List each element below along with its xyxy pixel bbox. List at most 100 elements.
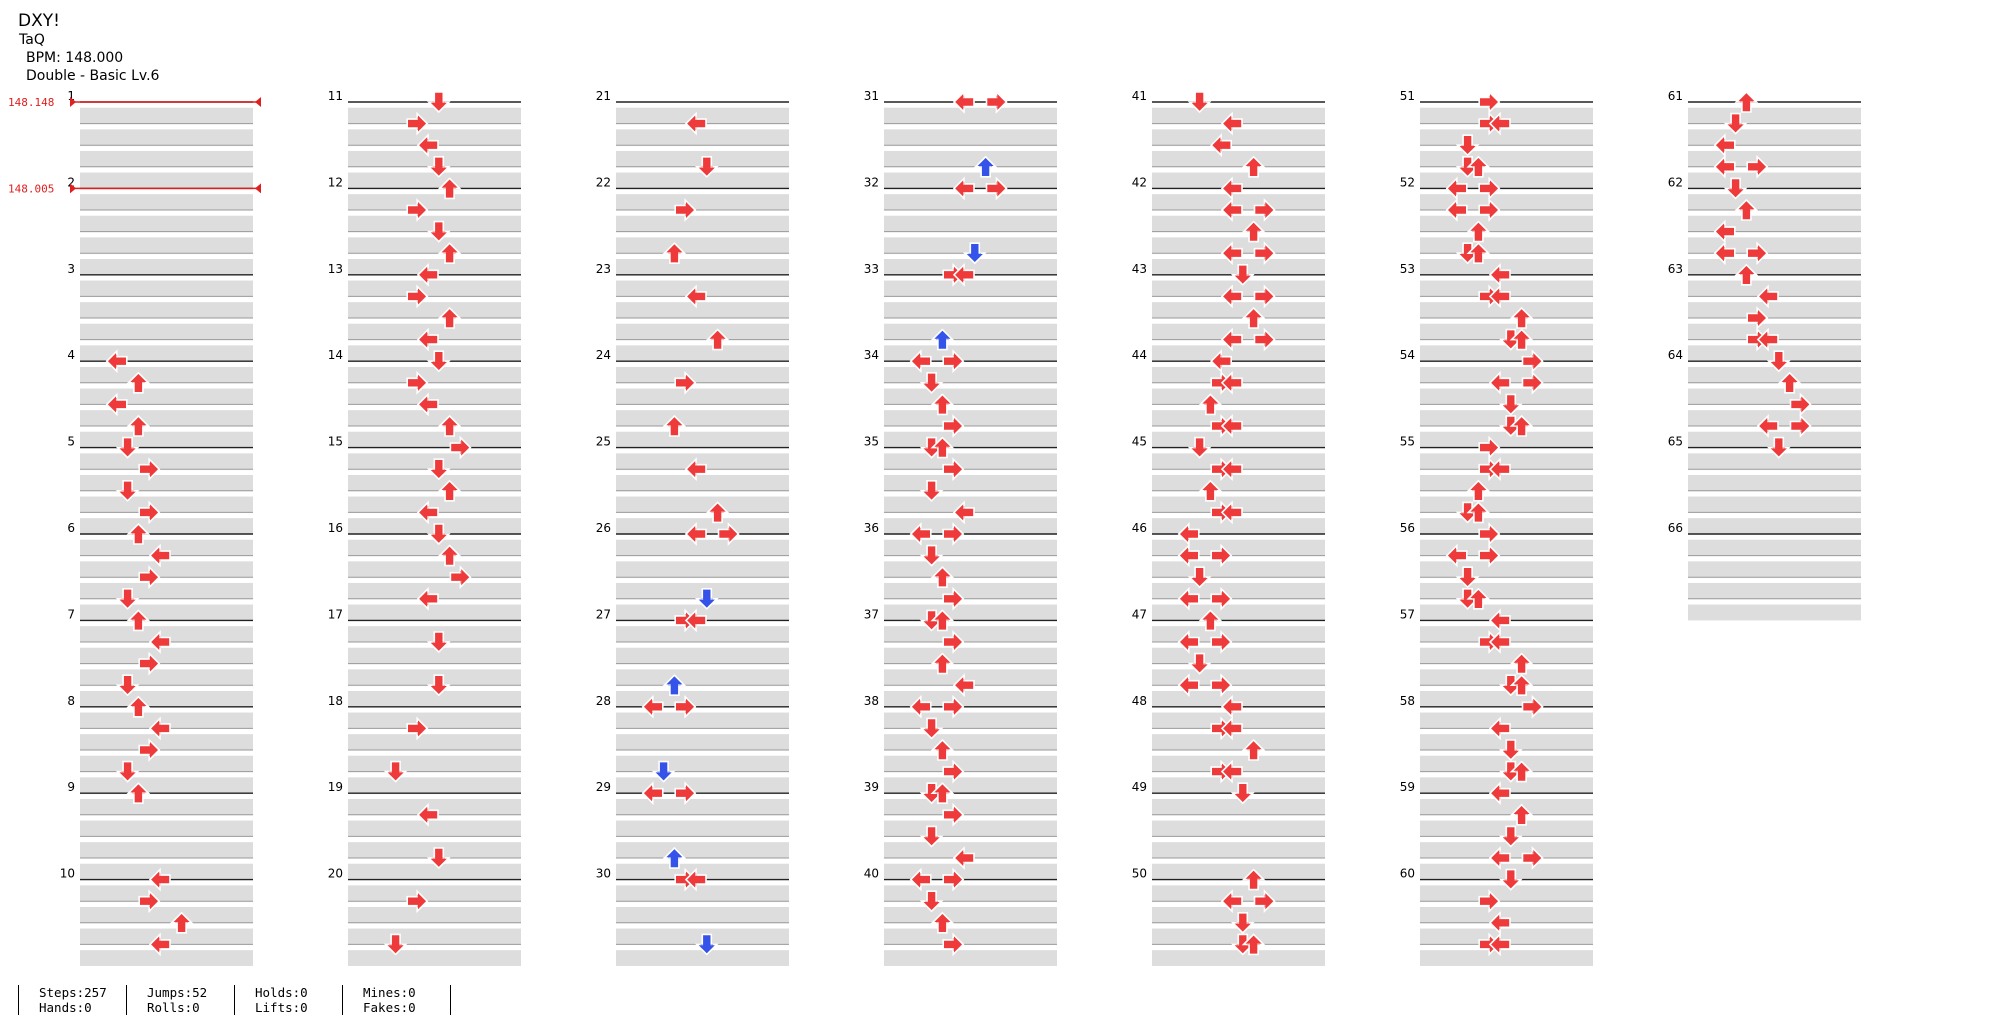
arrow-up-icon	[1734, 263, 1759, 286]
arrow-inner	[421, 505, 435, 520]
measure-57: 57	[1400, 607, 1593, 707]
arrow-left-icon	[1220, 241, 1243, 266]
arrow-inner	[957, 505, 971, 520]
arrow-inner	[914, 527, 928, 541]
arrow-inner	[1225, 505, 1239, 520]
arrow-inner	[1482, 95, 1496, 109]
arrow-down-icon	[919, 371, 944, 394]
beat-gap	[616, 254, 789, 259]
arrow-right-icon	[138, 889, 161, 914]
beat-gap	[348, 707, 521, 713]
arrow-inner	[1750, 332, 1764, 347]
arrow-left-icon	[1488, 932, 1511, 957]
beat-stripe	[80, 297, 253, 318]
beat-stripe	[80, 513, 253, 534]
arrow-inner	[1214, 354, 1228, 368]
arrow-inner	[1482, 116, 1496, 131]
beat-gap	[616, 232, 789, 238]
beat-stripe	[1420, 945, 1593, 966]
arrow-inner	[1258, 203, 1272, 217]
arrow-inner	[1225, 721, 1239, 736]
arrow-left-icon	[1713, 219, 1736, 244]
arrow-inner	[1450, 181, 1464, 196]
beat-stripe	[884, 189, 1057, 210]
arrow-down-icon	[1455, 566, 1480, 589]
arrow-down-icon	[426, 220, 451, 243]
beat-gap	[80, 837, 253, 843]
beat-gap	[348, 427, 521, 432]
arrow-inner	[689, 613, 703, 628]
beat-stripe	[1688, 578, 1861, 599]
beat-gap	[348, 578, 521, 583]
beat-stripe	[1152, 297, 1325, 318]
arrow-inner	[120, 592, 135, 606]
arrow-up-icon	[705, 328, 730, 351]
arrow-down-icon	[426, 631, 451, 654]
beat-gap	[1152, 643, 1325, 648]
beat-stripe	[1688, 254, 1861, 275]
arrow-inner	[1182, 548, 1196, 563]
beat-stripe	[884, 167, 1057, 189]
beat-stripe	[1420, 902, 1593, 923]
arrow-inner	[1728, 181, 1743, 195]
arrow-left-icon	[416, 802, 439, 827]
measure-14: 14	[328, 348, 521, 448]
beat-stripe	[616, 643, 789, 664]
beat-gap	[1152, 686, 1325, 691]
beat-gap	[80, 707, 253, 713]
beat-stripe	[80, 902, 253, 923]
arrow-inner	[432, 635, 446, 649]
arrow-up-icon	[930, 738, 955, 761]
measure-number: 42	[1132, 175, 1147, 189]
arrow-left-icon	[416, 500, 439, 525]
arrow-inner	[1482, 203, 1496, 217]
beat-gap	[1152, 535, 1325, 540]
measure-23: 23	[596, 262, 789, 362]
arrow-inner	[678, 203, 692, 217]
beat-stripe	[1152, 880, 1325, 902]
beat-stripe	[80, 837, 253, 858]
beat-stripe	[1420, 643, 1593, 664]
arrow-left-icon	[1220, 500, 1243, 525]
arrow-inner	[1471, 484, 1486, 498]
arrow-inner	[914, 354, 928, 368]
arrow-right-icon	[1253, 241, 1276, 266]
beat-gap	[884, 772, 1057, 778]
beat-gap	[1688, 578, 1861, 583]
arrow-left-icon	[1713, 241, 1736, 266]
arrow-left-icon	[1177, 630, 1200, 654]
beat-stripe	[80, 556, 253, 578]
beat-stripe	[80, 729, 253, 750]
stat-group-mines: Mines:0 Fakes:0	[342, 985, 416, 1015]
arrow-down-icon	[1723, 112, 1748, 135]
beat-stripe	[1152, 491, 1325, 513]
beat-gap	[1152, 167, 1325, 173]
arrow-up-icon	[126, 782, 151, 805]
song-bpm: BPM: 148.000	[26, 50, 124, 66]
measure-number: 25	[596, 435, 611, 449]
measure-9: 9	[67, 780, 253, 880]
beat-gap	[1420, 254, 1593, 259]
arrow-inner	[935, 916, 950, 930]
measure-number: 31	[864, 89, 879, 103]
arrow-inner	[1236, 786, 1250, 800]
beat-stripe	[616, 815, 789, 837]
beat-gap	[1420, 319, 1593, 324]
arrow-up-icon	[662, 242, 687, 264]
arrow-down-icon	[115, 674, 140, 697]
beat-gap	[80, 859, 253, 864]
beat-gap	[1152, 599, 1325, 605]
arrow-inner	[1192, 441, 1207, 455]
beat-gap	[616, 902, 789, 907]
beat-gap	[348, 319, 521, 324]
beat-gap	[884, 556, 1057, 562]
beat-gap	[348, 124, 521, 130]
measure-5: 5	[67, 435, 253, 534]
arrow-left-icon	[684, 522, 707, 546]
beat-stripe	[1688, 599, 1861, 621]
arrow-right-icon	[942, 932, 965, 957]
arrow-left-icon	[1488, 608, 1511, 633]
beat-gap	[1688, 513, 1861, 519]
arrow-left-icon	[105, 392, 128, 417]
measure-number: 36	[864, 521, 879, 535]
